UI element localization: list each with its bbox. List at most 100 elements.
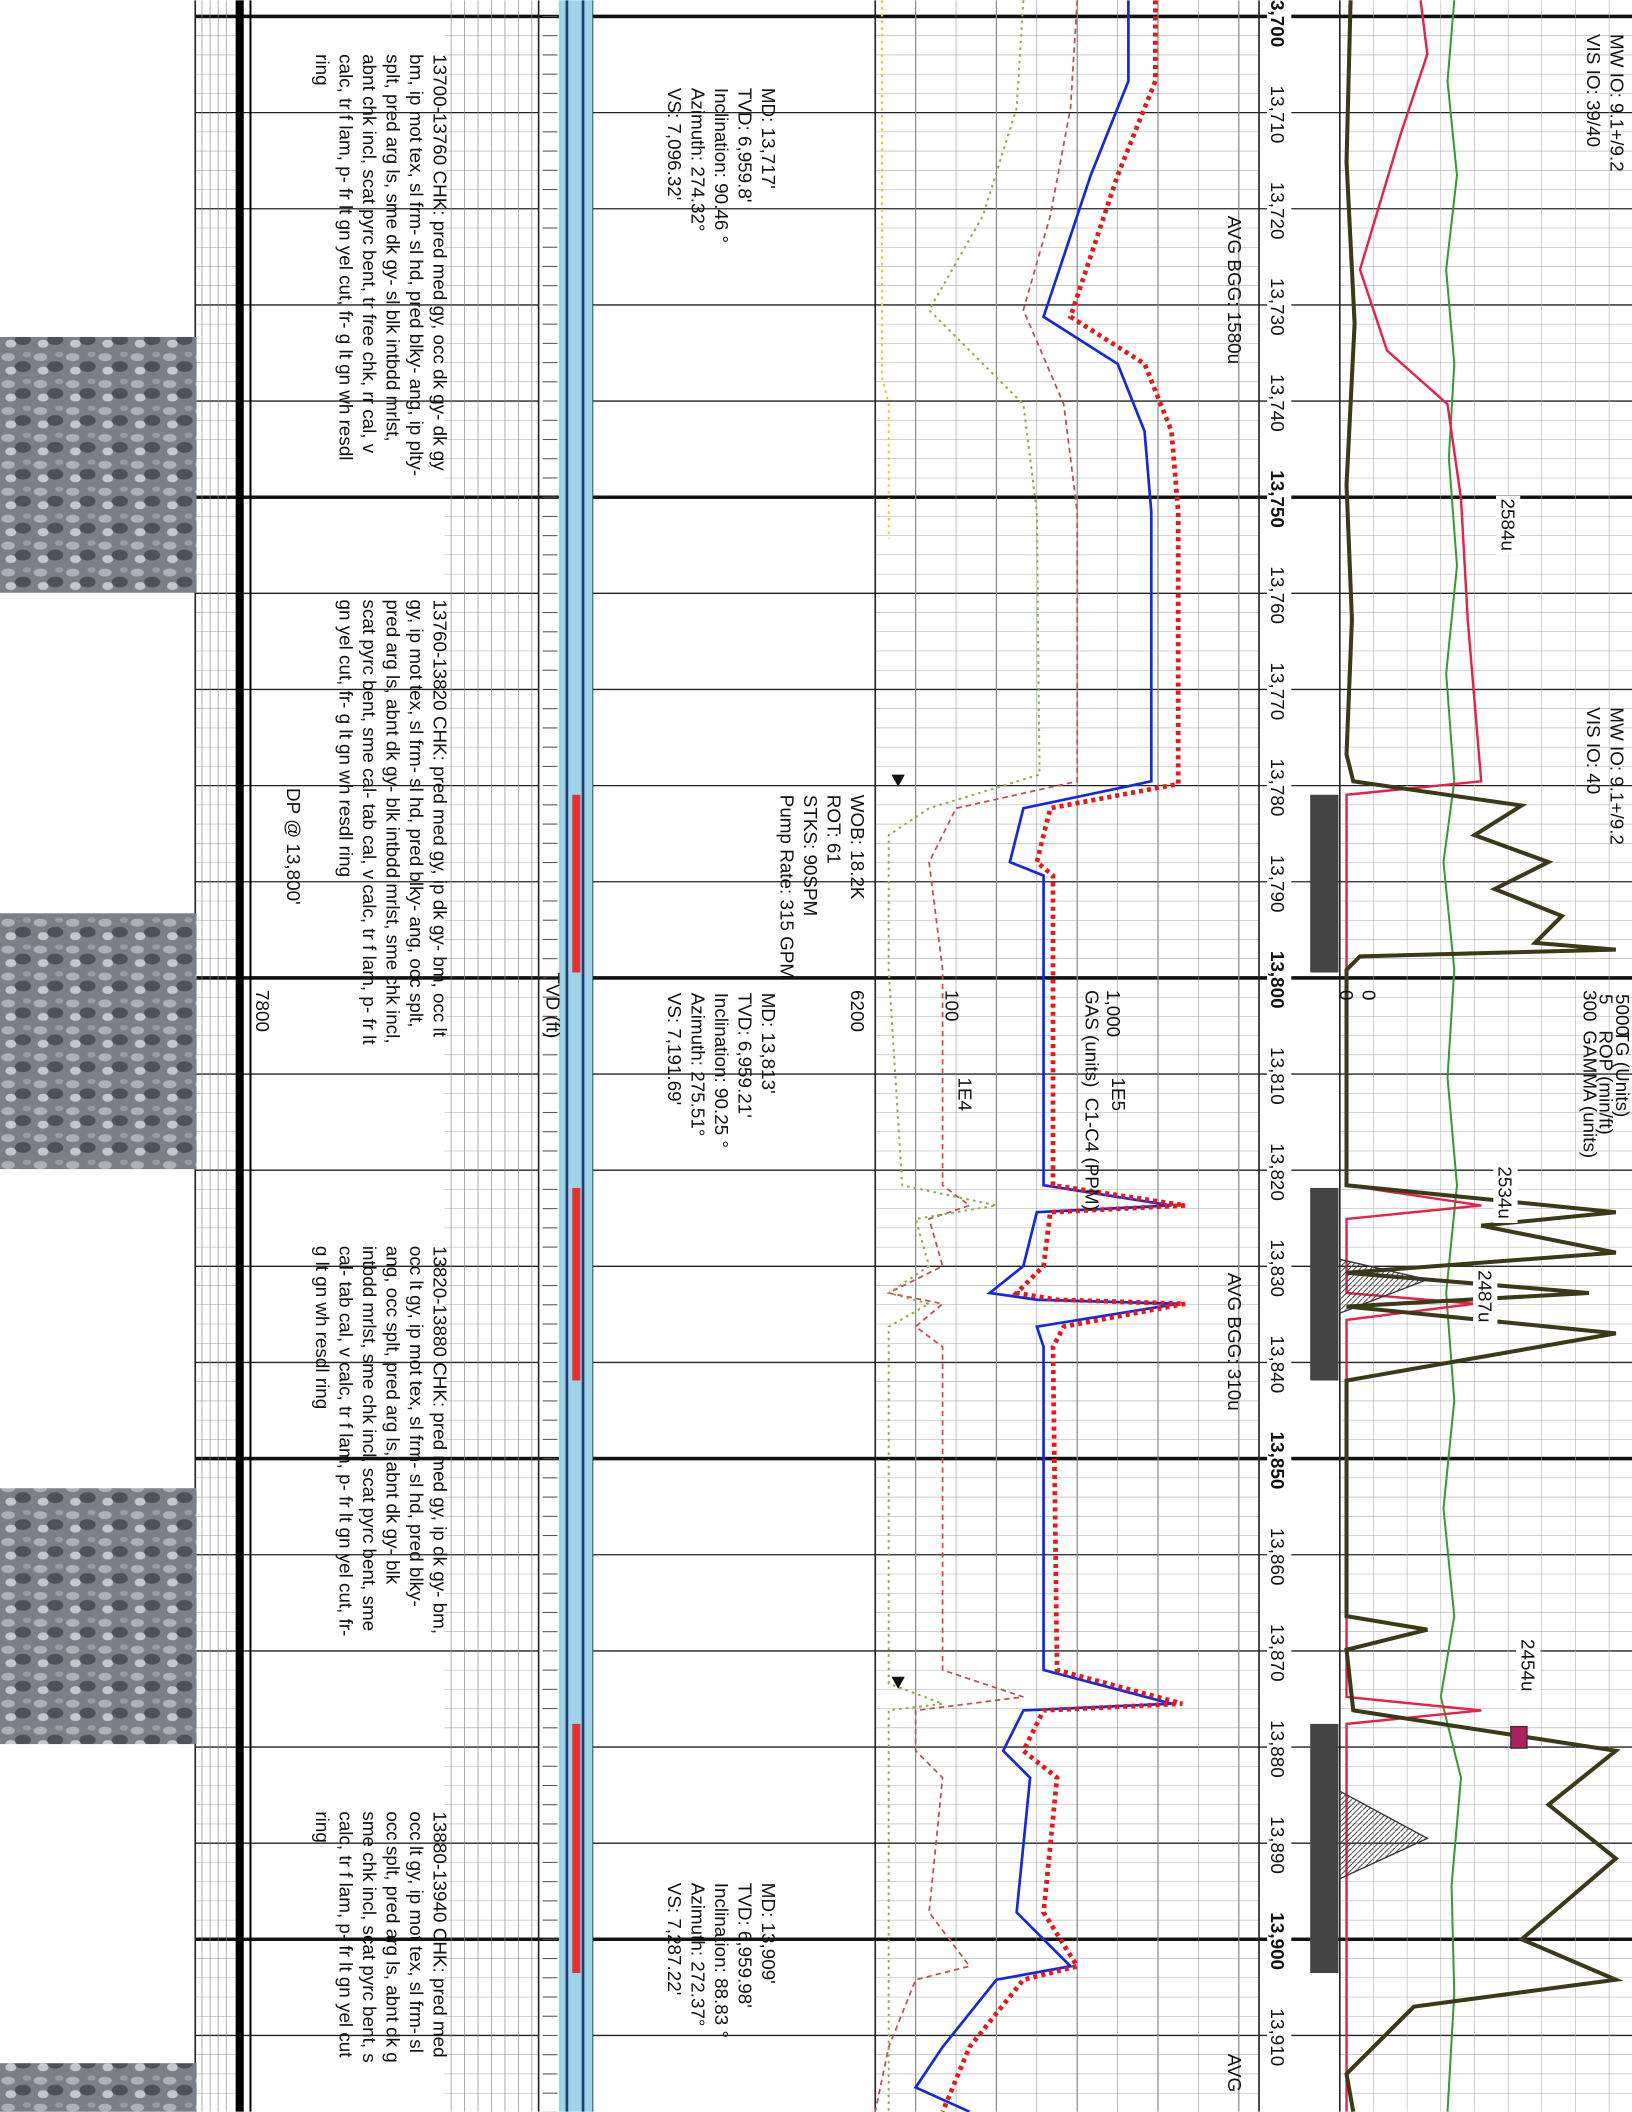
- cuttings-photos: [0, 336, 197, 2112]
- gas-peak-label: 2454u: [1518, 1639, 1539, 1691]
- depth-label: 13,740: [1267, 374, 1288, 432]
- marker-triangle: [891, 774, 905, 787]
- survey-block-line: Azimuth: 275.51°: [687, 993, 708, 1137]
- depth-label: 13,880: [1267, 1720, 1288, 1778]
- lithology-description-line: 13760-13820 CHK: pred med gy, ip dk gy- …: [430, 600, 451, 1038]
- survey-block-line: VS: 7,191.69': [664, 993, 685, 1106]
- lithology-description-line: sme chk incl, scat pyrc bent, s: [359, 1811, 380, 2062]
- gas-yellow-dotted: [880, 0, 890, 539]
- mud-note-line: VIS IO: 40: [1583, 707, 1604, 794]
- mud-note-line: MW IO: 9.1+/9.2: [1606, 34, 1627, 172]
- cuttings-photo: [0, 913, 197, 1170]
- right-curves: [891, 0, 1624, 2112]
- gamma-curve: [1439, 0, 1463, 2112]
- survey-block-line: Inclination: 90.25 °: [711, 993, 732, 1148]
- oil-show: [572, 1187, 581, 1381]
- scale-label: 0: [1359, 990, 1380, 1000]
- survey-block-line: VS: 7,287.22': [664, 1883, 685, 1996]
- rop-curve: [1344, 0, 1624, 2112]
- survey-block-line: Inclination: 90.46 °: [711, 88, 732, 243]
- lithology-description-line: ring: [312, 54, 333, 85]
- survey-block: MD: 13,813'TVD: 6,959.21'Inclination: 90…: [664, 993, 779, 1148]
- cuttings-photo: [0, 1488, 197, 1745]
- depth-label: 13,790: [1267, 855, 1288, 913]
- depth-label: 13,910: [1267, 2009, 1288, 2067]
- bgg-note: AVG BGG: 1580u: [1224, 216, 1245, 364]
- lithology-description-line: calc, tr f lam, p- fr lt gn yel cut, fr-…: [335, 54, 356, 460]
- depth-label: 13,810: [1267, 1047, 1288, 1105]
- peak-label-bg: [1493, 1163, 1518, 1223]
- survey-block-line: TVD: 6,959.98': [735, 1883, 756, 2008]
- survey-block-line: VS: 7,096.32': [664, 88, 685, 201]
- depth-label-bg: [1267, 1140, 1292, 1200]
- scale-label: 0: [1336, 990, 1357, 1000]
- gas-curves: [874, 0, 1186, 2112]
- depth-label: 13,900: [1267, 1912, 1288, 1970]
- depth-label-bg: [1267, 82, 1292, 143]
- lithology-description-line: pred arg ls, abnt dk gy- blk intbdd mrls…: [382, 600, 403, 1044]
- survey-block-line: TVD: 6,959.21': [735, 993, 756, 1118]
- depth-label-bg: [1267, 852, 1292, 912]
- depth-label-bg: [1267, 1621, 1292, 1681]
- sample-bars: [1310, 794, 1339, 1973]
- lithology-description-line: gy, ip mot tex, sl frm- sl hd, pred blky…: [406, 600, 427, 1028]
- mud-note: MW IO: 9.1+/9.2VIS IO: 39/40: [1583, 34, 1628, 172]
- depth-label-bg: [1267, 2005, 1292, 2066]
- lithology-description: 13760-13820 CHK: pred med gy, ip dk gy- …: [335, 600, 450, 1046]
- lithology-description-line: g lt gn wh resdl ring: [312, 1246, 333, 1409]
- tg-curve: [1345, 0, 1483, 2112]
- lithology-description-line: occ splt, pred arg ls, abnt dk g: [382, 1811, 403, 2062]
- survey-block-line: MD: 13,909': [758, 1883, 779, 1984]
- scale-label: GAMMA (units): [1580, 1030, 1601, 1158]
- c1c4-dashed: [874, 0, 1079, 2112]
- cuttings-photo: [0, 2063, 197, 2112]
- bgg-note: AVG BGG: 310u: [1224, 1273, 1245, 1411]
- depth-label-bg: [1267, 1813, 1292, 1873]
- survey-block: MD: 13,717'TVD: 6,959.8'Inclination: 90.…: [664, 88, 779, 243]
- scale-label: 1E5: [1108, 1078, 1129, 1112]
- bgg-note: AVG: [1224, 2054, 1245, 2092]
- marker-triangle: [891, 1676, 905, 1689]
- scale-label: 6200: [847, 990, 868, 1032]
- depth-label-bg: [1267, 1428, 1292, 1489]
- survey-block-line: TVD: 6,959.8': [735, 88, 756, 203]
- lithology-column: [558, 0, 593, 2112]
- marker-flag: [1510, 1725, 1528, 1749]
- total-gas: [913, 0, 1179, 2112]
- lithology-description-line: abnt chk incl, scat pyrc bent, tr free c…: [359, 54, 380, 454]
- scale-label: 5: [1596, 994, 1617, 1004]
- depth-label: 13,700: [1267, 0, 1288, 47]
- depth-label: 13,710: [1267, 86, 1288, 144]
- drilling-params-line: ROT: 61: [823, 795, 844, 864]
- survey-block: MD: 13,909'TVD: 6,959.98'Inclination: 88…: [664, 1883, 779, 2038]
- depth-label-bg: [1267, 1332, 1292, 1393]
- gas-peak-label: 2534u: [1495, 1166, 1516, 1218]
- depth-label-bg: [1267, 1717, 1292, 1777]
- depth-label-bg: [1267, 0, 1292, 47]
- depth-label-bg: [1267, 1044, 1292, 1104]
- lithology-description-line: bm, ip mot tex, sl frm- sl hd, pred blky…: [406, 54, 427, 476]
- depth-label: 13,720: [1267, 182, 1288, 240]
- lithology-description-line: 13820-13880 CHK: pred med gy, ip dk gy- …: [430, 1246, 451, 1634]
- mud-note-line: VIS IO: 39/40: [1583, 34, 1604, 147]
- lithology-description: 13820-13880 CHK: pred med gy, ip dk gy- …: [312, 1246, 451, 1637]
- depth-label-bg: [1267, 371, 1292, 431]
- depth-label: 13,830: [1267, 1239, 1288, 1297]
- depth-label-bg: [1267, 755, 1292, 816]
- scale-label: 300: [1580, 990, 1601, 1021]
- dp-note: DP @ 13,800': [283, 788, 304, 905]
- hatch-fill: [1339, 1790, 1429, 1880]
- lithology-description-line: gn yel cut, fr- g lt gn wh resdl ring: [335, 600, 356, 878]
- survey-block-line: Azimuth: 272.37°: [687, 1883, 708, 2027]
- peak-label-bg: [1496, 495, 1521, 556]
- scale-label: C1-C4 (PPM): [1081, 1098, 1102, 1211]
- scale-label: 100: [941, 990, 962, 1021]
- sample-bar: [1310, 794, 1339, 973]
- scale-label: 1E4: [955, 1078, 976, 1112]
- survey-block-line: Inclination: 88.83 °: [711, 1883, 732, 2038]
- gas-peak-label: 2487u: [1474, 1270, 1495, 1322]
- lithology-description-line: ring: [312, 1811, 333, 1842]
- mud-note-line: MW IO: 9.1+/9.2: [1606, 707, 1627, 845]
